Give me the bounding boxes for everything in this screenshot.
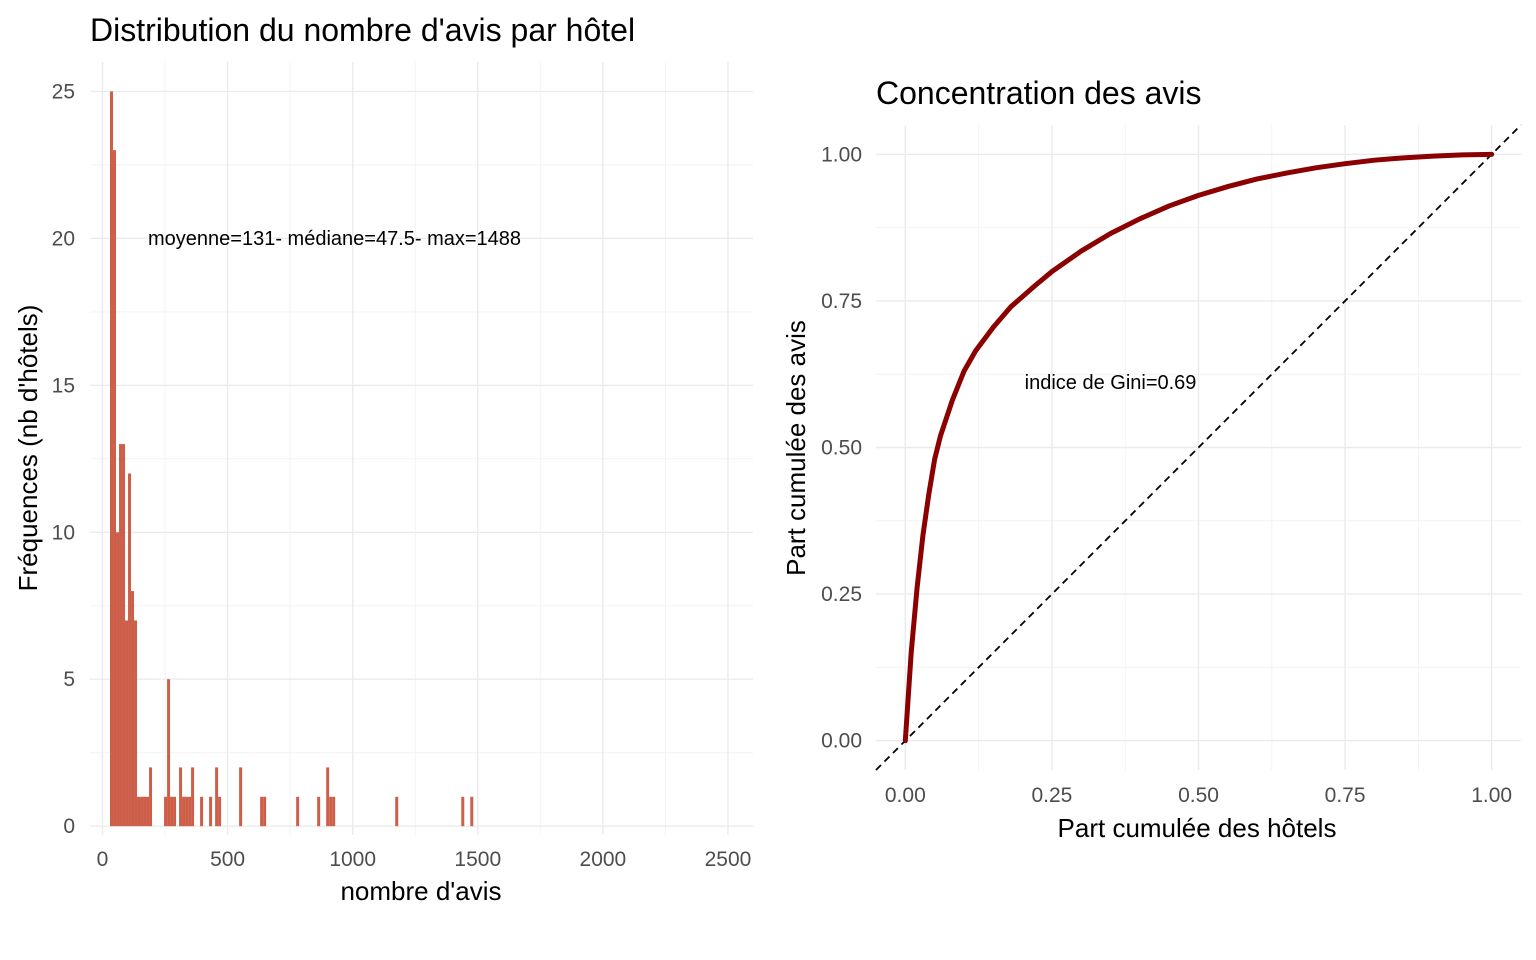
lorenz-x-axis-title: Part cumulée des hôtels bbox=[1058, 813, 1337, 843]
lorenz-y-tick-label: 1.00 bbox=[821, 143, 862, 166]
histogram-bar bbox=[113, 150, 117, 827]
histogram-bar bbox=[164, 796, 168, 827]
histogram-x-ticks: 0 500 1000 1500 2000 2500 bbox=[97, 848, 752, 871]
histogram-bar bbox=[395, 796, 399, 827]
histogram-bar bbox=[209, 796, 213, 827]
histogram-bar bbox=[131, 591, 135, 827]
histogram-y-tick-label: 10 bbox=[52, 521, 75, 544]
histogram-bar bbox=[326, 767, 330, 827]
histogram-x-tick-label: 1500 bbox=[454, 848, 501, 871]
histogram-bar bbox=[137, 796, 141, 827]
lorenz-y-tick-label: 0.00 bbox=[821, 730, 862, 753]
lorenz-y-tick-label: 0.25 bbox=[821, 583, 862, 606]
histogram-bar bbox=[149, 767, 153, 827]
histogram-y-axis-title: Fréquences (nb d'hôtels) bbox=[13, 305, 43, 592]
histogram-bar bbox=[143, 796, 147, 827]
equality-reference-line bbox=[875, 124, 1522, 771]
histogram-bar bbox=[239, 767, 243, 827]
histogram-bar bbox=[191, 767, 195, 827]
histogram-bar bbox=[179, 767, 183, 827]
lorenz-gridlines bbox=[876, 125, 1521, 770]
lorenz-curve bbox=[902, 151, 1495, 744]
lorenz-y-ticks: 0.00 0.25 0.50 0.75 1.00 bbox=[821, 143, 862, 752]
histogram-bar bbox=[332, 796, 336, 827]
lorenz-x-ticks: 0.00 0.25 0.50 0.75 1.00 bbox=[885, 784, 1512, 807]
histogram-bar bbox=[122, 444, 126, 827]
histogram-bar bbox=[188, 796, 192, 827]
histogram-panel: 0 500 1000 1500 2000 2500 0 5 10 15 20 25 Distribu… bbox=[13, 12, 753, 906]
histogram-y-tick-label: 0 bbox=[63, 815, 75, 838]
histogram-y-tick-label: 15 bbox=[52, 374, 75, 397]
histogram-bar bbox=[461, 796, 465, 827]
histogram-bar bbox=[146, 796, 150, 827]
lorenz-x-tick-label: 1.00 bbox=[1471, 784, 1512, 807]
histogram-bar bbox=[167, 679, 171, 827]
histogram-y-tick-label: 25 bbox=[52, 80, 75, 103]
histogram-x-tick-label: 0 bbox=[97, 848, 109, 871]
histogram-bar bbox=[182, 796, 186, 827]
histogram-bar bbox=[296, 796, 300, 827]
histogram-bar bbox=[317, 796, 321, 827]
lorenz-x-tick-label: 0.00 bbox=[885, 784, 926, 807]
histogram-x-tick-label: 500 bbox=[210, 848, 245, 871]
histogram-x-axis-title: nombre d'avis bbox=[340, 876, 501, 906]
lorenz-y-tick-label: 0.50 bbox=[821, 437, 862, 460]
lorenz-y-axis-title: Part cumulée des avis bbox=[781, 320, 811, 576]
histogram-bar bbox=[128, 473, 132, 827]
histogram-x-tick-label: 2500 bbox=[705, 848, 752, 871]
histogram-x-tick-label: 1000 bbox=[329, 848, 376, 871]
histogram-bar bbox=[329, 796, 333, 827]
histogram-bar bbox=[116, 532, 120, 827]
histogram-bar bbox=[185, 796, 189, 827]
histogram-bar bbox=[215, 767, 219, 827]
lorenz-panel: 0.00 0.25 0.50 0.75 1.00 0.00 0.25 0.50 0.75 1.0… bbox=[781, 75, 1522, 843]
histogram-bar bbox=[260, 796, 264, 827]
histogram-bars bbox=[110, 91, 474, 827]
histogram-bar bbox=[119, 444, 123, 827]
lorenz-title: Concentration des avis bbox=[876, 75, 1202, 111]
histogram-bar bbox=[263, 796, 267, 827]
histogram-bar bbox=[218, 796, 222, 827]
histogram-y-tick-label: 5 bbox=[63, 668, 75, 691]
histogram-summary-annotation: moyenne=131- médiane=47.5- max=1488 bbox=[148, 228, 521, 250]
lorenz-x-tick-label: 0.75 bbox=[1325, 784, 1366, 807]
histogram-bar bbox=[470, 796, 474, 827]
histogram-bar bbox=[125, 620, 129, 827]
histogram-bar bbox=[110, 91, 114, 827]
histogram-y-tick-label: 20 bbox=[52, 227, 75, 250]
histogram-gridlines bbox=[90, 62, 753, 835]
histogram-bar bbox=[200, 796, 204, 827]
lorenz-y-tick-label: 0.75 bbox=[821, 290, 862, 313]
histogram-y-ticks: 0 5 10 15 20 25 bbox=[52, 80, 75, 838]
histogram-title: Distribution du nombre d'avis par hôtel bbox=[90, 12, 635, 48]
histogram-bar bbox=[170, 796, 174, 827]
histogram-x-tick-label: 2000 bbox=[580, 848, 627, 871]
histogram-bar bbox=[140, 796, 144, 827]
lorenz-x-tick-label: 0.25 bbox=[1031, 784, 1072, 807]
gini-annotation: indice de Gini=0.69 bbox=[1025, 372, 1197, 394]
lorenz-x-tick-label: 0.50 bbox=[1178, 784, 1219, 807]
histogram-bar bbox=[173, 796, 177, 827]
histogram-bar bbox=[134, 620, 138, 827]
